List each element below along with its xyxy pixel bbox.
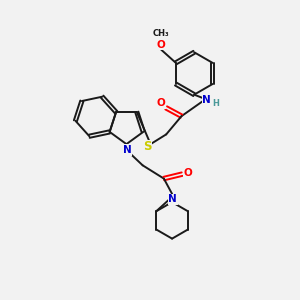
- Text: O: O: [157, 98, 165, 109]
- Text: N: N: [123, 145, 131, 155]
- Text: N: N: [202, 95, 211, 105]
- Text: S: S: [143, 140, 151, 153]
- Text: H: H: [212, 99, 219, 108]
- Text: CH₃: CH₃: [153, 29, 169, 38]
- Text: N: N: [168, 194, 177, 204]
- Text: O: O: [156, 40, 165, 50]
- Text: O: O: [184, 168, 192, 178]
